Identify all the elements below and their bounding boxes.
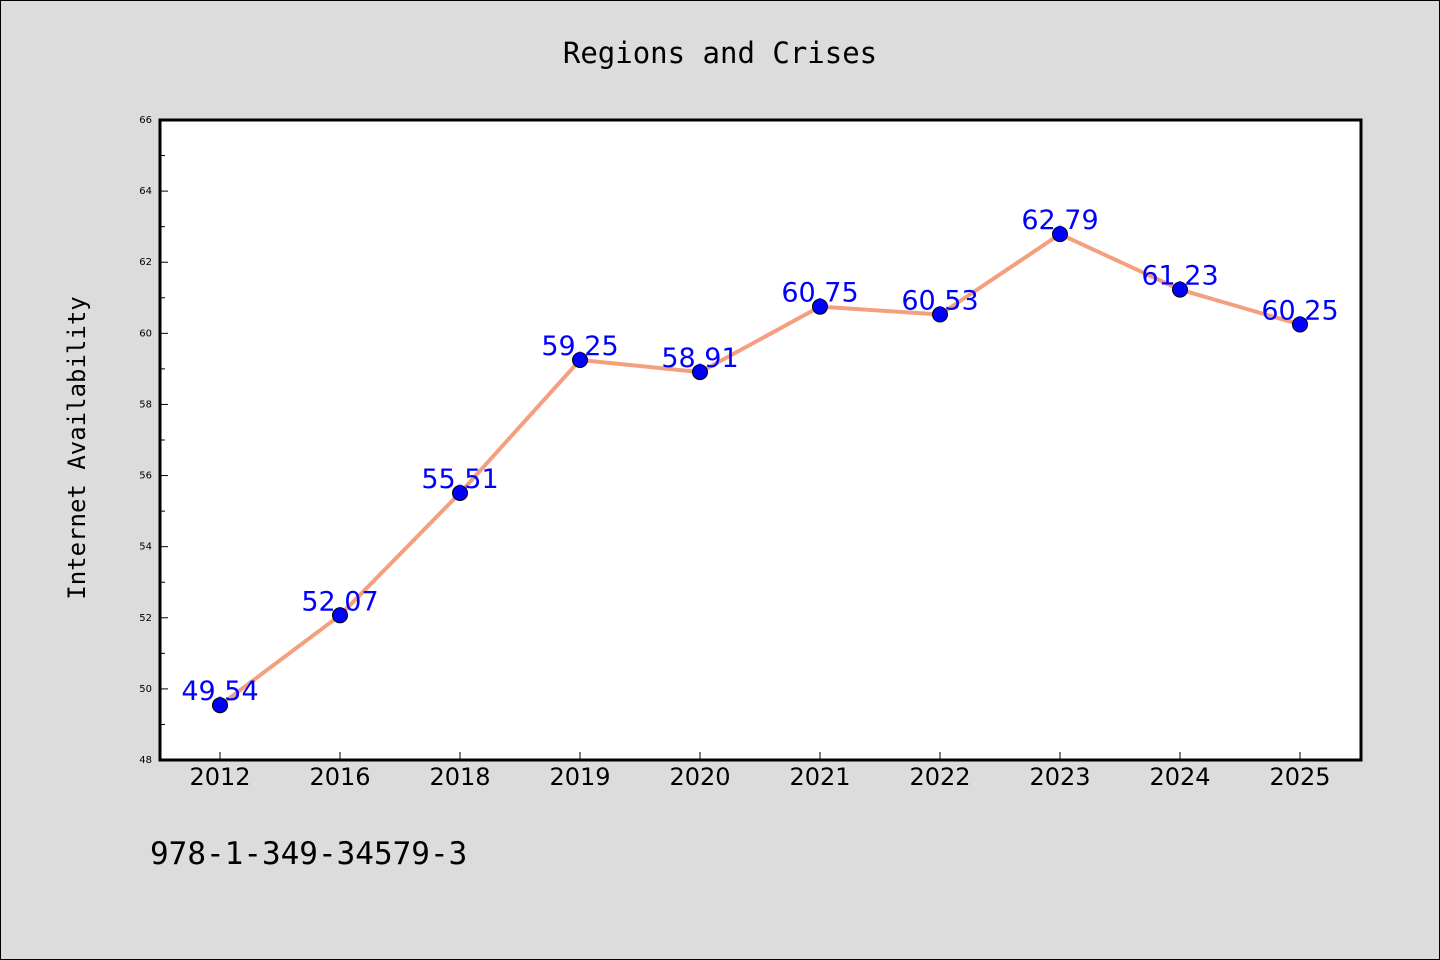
data-label: 55.51	[421, 464, 498, 495]
y-axis: 48 50 52 54 56 58 60 62 64 66	[139, 115, 168, 766]
x-axis: 2012 2016 2018 2019 2020 2021 2022 2023 2024 2025	[189, 752, 1331, 791]
data-point-marker	[1052, 226, 1068, 243]
x-tick-label: 2016	[309, 763, 370, 791]
data-point-marker	[572, 352, 588, 368]
x-tick-label: 2023	[1029, 763, 1090, 791]
x-tick-label: 2021	[789, 763, 850, 791]
data-point-marker	[812, 298, 828, 315]
data-point-marker	[332, 607, 348, 624]
chart-title: Regions and Crises	[563, 36, 877, 70]
data-label: 59.25	[541, 331, 618, 362]
x-tick-label: 2019	[549, 763, 610, 791]
x-tick-label: 2024	[1149, 763, 1210, 791]
x-tick-label: 2018	[429, 763, 490, 791]
y-tick-label: 62	[139, 257, 152, 268]
y-tick-label: 52	[139, 613, 152, 624]
data-label: 52.07	[301, 586, 378, 617]
y-tick-label: 48	[139, 755, 152, 766]
y-axis-label: Internet Availability	[63, 296, 91, 599]
data-label: 60.53	[901, 285, 978, 316]
y-tick-label: 56	[139, 471, 152, 482]
data-label: 61.23	[1141, 261, 1218, 292]
series-line	[218, 232, 1301, 707]
data-label: 60.75	[781, 278, 858, 309]
data-point-marker	[932, 306, 948, 323]
y-tick-label: 54	[139, 542, 152, 553]
y-tick-label: 58	[139, 399, 152, 410]
x-tick-label: 2022	[909, 763, 970, 791]
y-tick-label: 64	[139, 186, 152, 197]
x-tick-label: 2020	[669, 763, 730, 791]
data-label: 49.54	[181, 676, 258, 707]
y-tick-label: 60	[139, 328, 152, 339]
plot-area	[158, 118, 1363, 762]
x-tick-label: 2025	[1269, 763, 1330, 791]
data-label: 58.91	[661, 343, 738, 374]
data-point-marker	[1172, 281, 1188, 298]
data-point-marker	[1292, 316, 1308, 333]
isbn-text: 978-1-349-34579-3	[150, 836, 467, 872]
data-label: 60.25	[1261, 295, 1338, 326]
data-label: 62.79	[1021, 205, 1098, 236]
data-labels: 49.54 52.07 55.51 59.25 58.91 60.75 60.53 62.79…	[181, 205, 1338, 707]
data-point-marker	[212, 697, 228, 714]
series-line-group	[212, 226, 1308, 714]
y-tick-label: 66	[139, 115, 152, 126]
data-point-marker	[452, 484, 468, 501]
data-point-marker	[692, 364, 708, 381]
y-tick-label: 50	[139, 684, 152, 695]
x-tick-label: 2012	[189, 763, 250, 791]
